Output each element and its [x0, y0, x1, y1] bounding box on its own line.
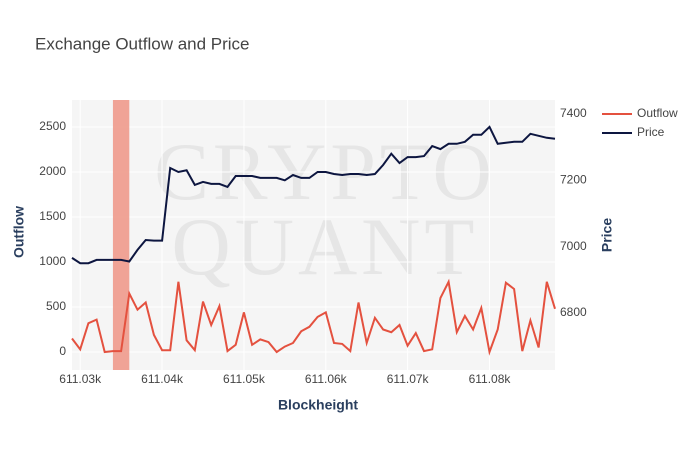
- shaded-range: [112, 100, 130, 370]
- y-tick-label: 2000: [39, 164, 66, 178]
- x-tick-label: 611.08k: [469, 372, 512, 386]
- series-line: [71, 125, 556, 265]
- x-tick-label: 611.03k: [59, 372, 102, 386]
- y-tick-label: 2500: [39, 119, 66, 133]
- y-tick-label: 1500: [39, 209, 66, 223]
- y-tick-label: 1000: [39, 254, 66, 268]
- watermark-text: QUANT: [172, 201, 479, 292]
- x-tick-label: 611.06k: [305, 372, 348, 386]
- y2-tick-label: 7000: [560, 239, 587, 253]
- legend-label: Price: [637, 125, 665, 139]
- y2-tick-label: 7400: [560, 106, 587, 120]
- legend-label: Outflow: [637, 106, 678, 120]
- x-axis-title: Blockheight: [278, 397, 358, 413]
- x-tick-label: 611.04k: [141, 372, 184, 386]
- y-axis-title: Outflow: [11, 206, 27, 258]
- chart-title: Exchange Outflow and Price: [35, 34, 250, 53]
- series-line: [71, 278, 556, 356]
- y2-tick-label: 7200: [560, 172, 587, 186]
- y-tick-label: 0: [59, 344, 66, 358]
- y2-axis-title: Price: [599, 218, 615, 252]
- x-tick-label: 611.05k: [223, 372, 266, 386]
- y-tick-label: 500: [46, 299, 66, 313]
- y2-tick-label: 6800: [560, 305, 587, 319]
- x-tick-label: 611.07k: [387, 372, 430, 386]
